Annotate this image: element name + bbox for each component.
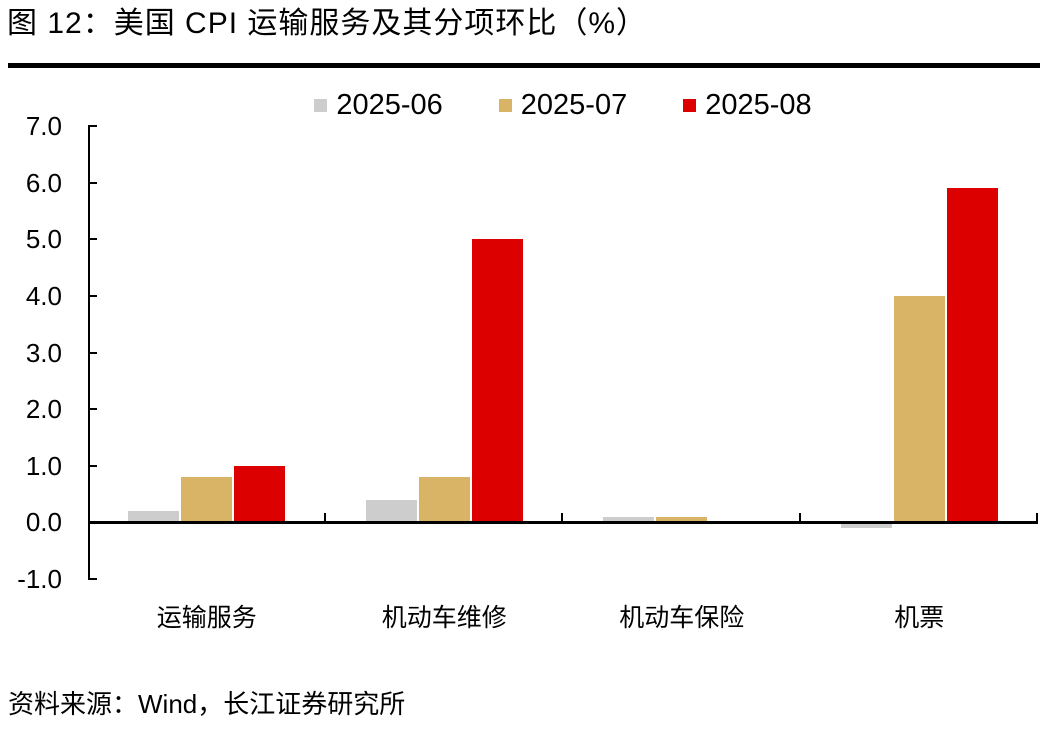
source-note: 资料来源：Wind，长江证券研究所	[8, 689, 406, 719]
bar-2025-07-机票	[893, 295, 945, 523]
legend-item-2025-07: 2025-07	[498, 88, 628, 122]
x-axis-label-机动车保险: 机动车保险	[619, 604, 745, 632]
x-axis-zero-line	[88, 520, 1038, 524]
bar-2025-06-机动车保险	[603, 516, 655, 523]
y-axis-tick	[88, 464, 97, 467]
x-axis-label-机票: 机票	[894, 604, 945, 632]
y-axis-tick	[88, 238, 97, 241]
y-axis-tick-label: 0.0	[25, 507, 62, 538]
legend-label: 2025-06	[336, 89, 443, 121]
bar-chart-plot-area: 7.0 6.0 5.0 4.0 3.0 2.0 1.0 0.0 -1.0	[17, 111, 1038, 594]
y-axis-tick	[88, 351, 97, 354]
x-axis-category-labels: 运输服务 机动车维修 机动车保险 机票	[88, 602, 1038, 636]
y-axis-tick-label: 7.0	[25, 111, 62, 141]
x-axis-tick	[323, 513, 326, 523]
y-axis-tick	[88, 294, 97, 297]
legend-label: 2025-07	[520, 89, 628, 121]
y-axis-tick	[88, 125, 97, 127]
bar-2025-07-机动车保险	[656, 516, 708, 523]
y-axis-tick-label: 6.0	[25, 167, 62, 198]
x-axis-tick	[1036, 513, 1038, 523]
chart-legend: 2025-06 2025-07 2025-08	[88, 86, 1038, 124]
bar-2025-08-机动车维修	[471, 239, 523, 523]
y-axis-tick-label: 5.0	[25, 224, 62, 255]
bar-2025-06-运输服务	[128, 511, 180, 523]
y-axis-tick-label: 3.0	[25, 337, 62, 368]
y-axis-tick-label: 1.0	[25, 450, 62, 481]
y-axis-tick-label: -1.0	[17, 564, 62, 594]
legend-item-2025-06: 2025-06	[314, 88, 443, 122]
x-axis-tick	[798, 513, 801, 523]
y-axis-tick	[88, 181, 97, 184]
legend-item-2025-08: 2025-08	[683, 88, 812, 122]
x-axis-tick	[561, 513, 563, 523]
x-axis-label-机动车维修: 机动车维修	[381, 604, 507, 632]
bar-2025-07-运输服务	[181, 477, 233, 523]
legend-swatch-icon	[683, 98, 697, 112]
legend-label: 2025-08	[705, 89, 812, 121]
legend-swatch-icon	[314, 98, 328, 112]
y-axis-tick-label: 4.0	[25, 280, 62, 311]
figure-title: 图 12：美国 CPI 运输服务及其分项环比（%）	[7, 7, 648, 40]
y-axis-tick-label: 2.0	[25, 394, 62, 425]
bar-2025-08-机票	[946, 188, 998, 523]
bar-2025-06-机动车维修	[365, 499, 417, 523]
x-axis-label-运输服务: 运输服务	[156, 604, 257, 632]
y-axis-tick	[88, 578, 97, 580]
title-divider	[8, 63, 1040, 68]
bar-2025-08-运输服务	[234, 465, 286, 523]
bar-2025-06-机票	[840, 522, 892, 529]
y-axis-tick	[88, 408, 97, 411]
legend-swatch-icon	[498, 98, 512, 112]
bar-2025-07-机动车维修	[418, 477, 470, 523]
